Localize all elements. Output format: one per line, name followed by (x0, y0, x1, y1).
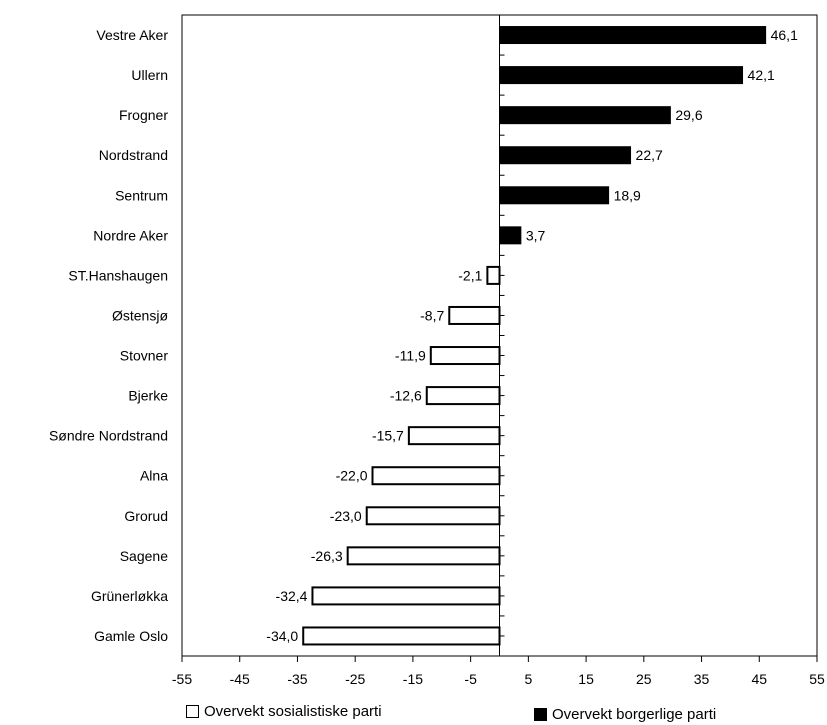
x-tick-label: 55 (809, 671, 825, 687)
bar (499, 146, 632, 165)
x-tick-label: 25 (636, 671, 652, 687)
x-tick-label: -25 (345, 671, 365, 687)
value-label: -34,0 (266, 628, 298, 644)
bar (499, 66, 744, 85)
bar (407, 426, 501, 446)
legend-label-negative: Overvekt sosialistiske parti (204, 703, 382, 720)
category-label: Sentrum (115, 187, 168, 203)
legend-label-positive: Overvekt borgerlige parti (552, 706, 717, 723)
x-tick-label: -45 (230, 671, 250, 687)
value-label: 18,9 (614, 187, 641, 203)
category-label: ST.Hanshaugen (68, 267, 168, 283)
value-label: -12,6 (390, 388, 422, 404)
bar (302, 626, 501, 646)
value-label: 46,1 (771, 27, 798, 43)
bar (311, 586, 501, 606)
value-label: -26,3 (311, 548, 343, 564)
category-label: Søndre Nordstrand (49, 428, 168, 444)
value-label: 29,6 (675, 107, 702, 123)
category-label: Gamle Oslo (94, 628, 168, 644)
x-tick-label: -35 (287, 671, 307, 687)
x-tick-label: -55 (172, 671, 192, 687)
bar (499, 26, 767, 45)
value-labels: 46,1 42,1 29,6 22,7 18,9 3,7 -2,1 -8,7 -11,9 -12,… (266, 27, 798, 644)
category-label: Bjerke (128, 388, 168, 404)
value-label: -23,0 (330, 508, 362, 524)
value-label: -15,7 (372, 428, 404, 444)
bar (448, 305, 501, 325)
category-label: Frogner (119, 107, 168, 123)
category-label: Østensjø (112, 307, 168, 323)
bar (429, 346, 501, 366)
value-label: 3,7 (526, 227, 546, 243)
value-label: -2,1 (458, 267, 482, 283)
x-tick-label: -5 (464, 671, 477, 687)
bar (365, 506, 501, 526)
legend-item-positive: Overvekt borgerlige parti (534, 706, 716, 723)
bar (486, 265, 501, 285)
value-label: -11,9 (395, 348, 426, 364)
category-label: Stovner (120, 348, 169, 364)
bar (346, 546, 501, 566)
x-axis: -55 -45 -35 -25 -15 -5 5 15 25 35 45 55 (172, 656, 825, 687)
legend-item-negative: Overvekt sosialistiske parti (186, 703, 382, 720)
category-label: Nordstrand (99, 147, 168, 163)
value-label: -8,7 (420, 307, 444, 323)
x-tick-label: 5 (524, 671, 532, 687)
category-label: Sagene (120, 548, 168, 564)
legend-swatch-open (186, 705, 199, 718)
bar (425, 386, 501, 406)
bar (371, 466, 501, 486)
x-tick-label: 15 (578, 671, 594, 687)
x-tick-label: 35 (694, 671, 710, 687)
x-tick-label: -15 (403, 671, 423, 687)
category-labels: Vestre Aker Ullern Frogner Nordstrand Sentru… (49, 27, 169, 644)
zero-axis (499, 14, 505, 657)
x-tick-label: 45 (751, 671, 767, 687)
category-label: Grünerløkka (91, 588, 168, 604)
category-label: Vestre Aker (96, 27, 168, 43)
bar (499, 106, 671, 125)
category-label: Nordre Aker (93, 227, 168, 243)
value-label: -32,4 (276, 588, 308, 604)
category-label: Ullern (131, 67, 168, 83)
legend-swatch-filled (534, 708, 547, 721)
bar (499, 186, 610, 205)
value-label: -22,0 (336, 468, 368, 484)
category-label: Grorud (124, 508, 168, 524)
category-label: Alna (140, 468, 168, 484)
bars-group (302, 26, 767, 646)
value-label: 42,1 (748, 67, 775, 83)
value-label: 22,7 (636, 147, 663, 163)
